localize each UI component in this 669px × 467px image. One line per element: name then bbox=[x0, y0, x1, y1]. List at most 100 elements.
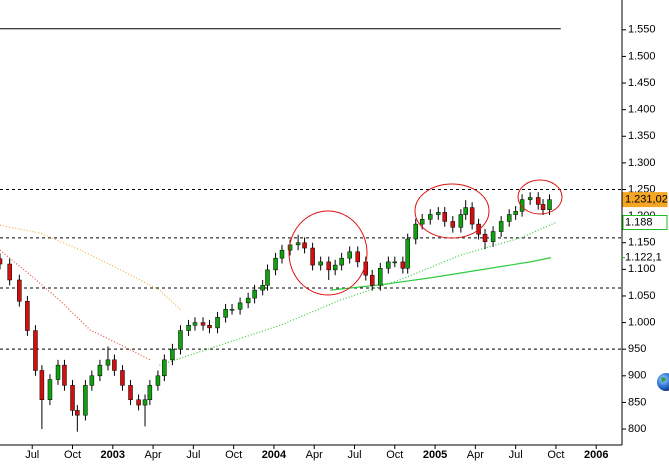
candle-body bbox=[265, 269, 270, 286]
candle-body bbox=[540, 204, 546, 210]
x-tick-label: Jul bbox=[186, 449, 200, 461]
candle-body bbox=[332, 264, 338, 271]
candle-body bbox=[458, 214, 464, 228]
candle-body bbox=[386, 261, 391, 269]
candle-body bbox=[215, 316, 220, 329]
candle-body bbox=[355, 251, 360, 263]
candle-body bbox=[463, 207, 468, 215]
candle-body bbox=[25, 301, 30, 331]
candle-body bbox=[279, 249, 285, 259]
price-tag-label: 1.188 bbox=[625, 216, 653, 228]
candle-body bbox=[405, 238, 410, 269]
candle-body bbox=[413, 223, 418, 240]
average-line bbox=[159, 221, 557, 366]
candle-body bbox=[347, 251, 352, 259]
candle-body bbox=[273, 257, 278, 271]
y-tick-label: 950 bbox=[628, 343, 646, 355]
candle-body bbox=[55, 364, 61, 380]
average-line bbox=[0, 249, 151, 361]
x-tick-label: 2005 bbox=[423, 449, 447, 461]
x-tick-label: Apr bbox=[306, 449, 323, 461]
y-tick-label: 1.350 bbox=[628, 130, 656, 142]
x-tick-label: Jul bbox=[509, 449, 523, 461]
y-tick-label: 1.400 bbox=[628, 104, 656, 116]
y-tick-label: 850 bbox=[628, 396, 646, 408]
candle-body bbox=[105, 359, 111, 366]
x-tick-label: Apr bbox=[145, 449, 162, 461]
highlight-circle bbox=[517, 179, 563, 215]
candle-body bbox=[120, 370, 125, 386]
candle-body bbox=[469, 207, 475, 225]
candle-body bbox=[318, 261, 323, 266]
candle-body bbox=[229, 309, 235, 311]
candle-body bbox=[400, 261, 406, 269]
price-tag bbox=[622, 215, 668, 230]
candle-body bbox=[7, 263, 12, 281]
highlight-circle bbox=[414, 183, 490, 239]
candle-body bbox=[223, 309, 228, 318]
candle-body bbox=[310, 247, 315, 266]
candle-body bbox=[419, 219, 425, 225]
y-tick-label: 1.100 bbox=[628, 263, 656, 275]
candle-body bbox=[436, 212, 441, 215]
x-tick-label: Jul bbox=[347, 449, 361, 461]
candle-body bbox=[200, 322, 206, 326]
y-tick-label: 800 bbox=[628, 423, 646, 435]
candle-body bbox=[207, 324, 212, 329]
candle-body bbox=[128, 385, 133, 401]
candle-body bbox=[47, 379, 53, 401]
candle-body bbox=[70, 385, 75, 411]
candle-body bbox=[482, 233, 488, 242]
candle-body bbox=[450, 221, 456, 228]
y-tick-label: 1.150 bbox=[628, 237, 656, 249]
y-tick-label: 1.300 bbox=[628, 157, 656, 169]
candle-body bbox=[513, 211, 518, 215]
candle-body bbox=[302, 242, 307, 249]
candle-body bbox=[112, 359, 117, 371]
candle-body bbox=[162, 359, 167, 377]
x-tick-label: 2006 bbox=[584, 449, 608, 461]
candle-body bbox=[237, 302, 243, 310]
candle-body bbox=[252, 289, 257, 299]
candle-body bbox=[535, 197, 541, 205]
candle-body bbox=[498, 221, 504, 232]
candle-body bbox=[33, 330, 38, 371]
y-tick-label: 1.450 bbox=[628, 77, 656, 89]
candle-body bbox=[427, 214, 433, 220]
candle-body bbox=[506, 214, 512, 222]
x-tick-label: Oct bbox=[64, 449, 81, 461]
x-tick-label: 2003 bbox=[101, 449, 125, 461]
candle-body bbox=[245, 297, 251, 304]
candle-body bbox=[392, 261, 398, 264]
price-tag-label: 1.122,1 bbox=[625, 251, 662, 263]
candle-body bbox=[490, 231, 496, 242]
candle-body bbox=[326, 261, 331, 271]
candle-body bbox=[142, 399, 148, 406]
y-tick-label: 1.500 bbox=[628, 50, 656, 62]
candle-body bbox=[547, 199, 552, 210]
candle-body bbox=[155, 375, 161, 386]
candle-body bbox=[339, 257, 344, 266]
candle-body bbox=[260, 285, 265, 291]
candle-body bbox=[186, 324, 191, 331]
candle-body bbox=[97, 364, 103, 377]
candle-body bbox=[442, 212, 447, 222]
candle-body bbox=[89, 375, 95, 386]
candle-body bbox=[83, 385, 88, 416]
candle-body bbox=[170, 348, 175, 361]
candle-body bbox=[17, 279, 22, 302]
y-tick-label: 1.550 bbox=[628, 24, 656, 36]
globe-icon bbox=[657, 373, 669, 391]
x-tick-label: Jul bbox=[25, 449, 39, 461]
candle-body bbox=[147, 385, 153, 401]
candle-body bbox=[136, 399, 141, 406]
price-tag bbox=[622, 192, 668, 208]
x-tick-label: 2004 bbox=[262, 449, 287, 461]
candle-body bbox=[527, 197, 533, 200]
highlight-circle bbox=[288, 210, 368, 296]
candle-body bbox=[75, 410, 80, 416]
price-tag-label: 1.231,02 bbox=[625, 194, 668, 206]
